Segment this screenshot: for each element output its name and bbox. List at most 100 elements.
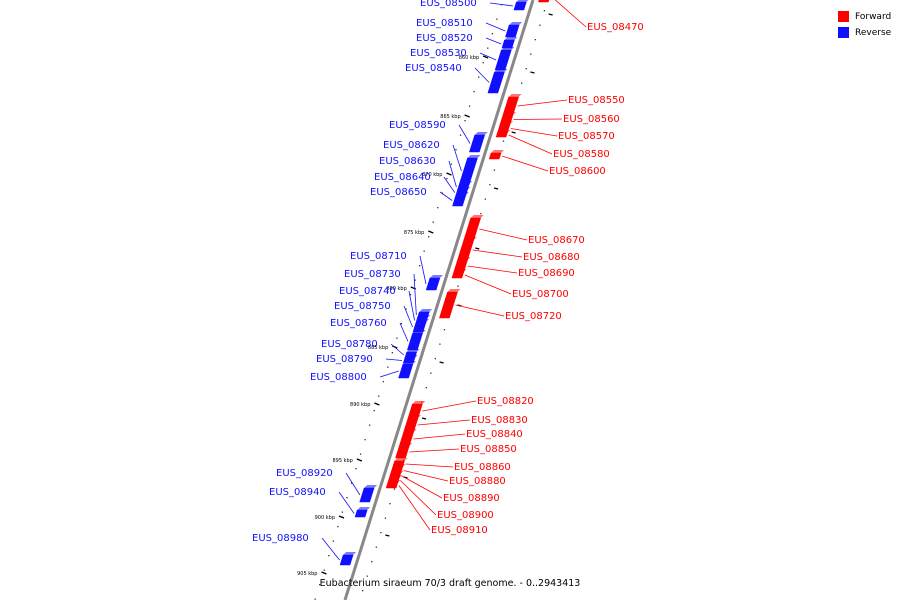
scale-tick [356,458,363,462]
legend-item-forward: Forward [838,9,891,24]
minor-tick [543,10,546,12]
gene-label[interactable]: EUS_08800 [310,372,367,383]
gene-label[interactable]: EUS_08540 [405,63,462,74]
gene-feature-forward[interactable] [495,132,508,138]
gene-label[interactable]: EUS_08500 [420,0,477,9]
gene-leader-line [479,228,528,241]
legend-item-reverse: Reverse [838,25,891,40]
gene-feature-reverse[interactable] [501,39,515,49]
gene-label[interactable]: EUS_08550 [568,95,625,106]
gene-feature-reverse[interactable] [513,1,527,11]
gene-feature-bevel [429,275,443,278]
gene-label[interactable]: EUS_08470 [587,22,644,33]
gene-feature-reverse[interactable] [359,487,375,503]
gene-label[interactable]: EUS_08840 [466,429,523,440]
gene-feature-reverse[interactable] [505,24,520,38]
gene-leader-line [398,485,431,531]
gene-label[interactable]: EUS_08760 [330,318,387,329]
gene-feature-reverse[interactable] [354,509,368,518]
gene-label[interactable]: EUS_08530 [410,48,467,59]
gene-label[interactable]: EUS_08600 [549,166,606,177]
gene-label[interactable]: EUS_08520 [416,33,473,44]
gene-leader-line [467,265,518,274]
gene-features [339,0,551,566]
gene-label[interactable]: EUS_08590 [389,120,446,131]
gene-label[interactable]: EUS_08910 [431,525,488,536]
minor-tick [450,163,453,165]
gene-label[interactable]: EUS_08700 [512,289,569,300]
gene-feature-reverse[interactable] [469,134,486,153]
gene-feature-forward[interactable] [385,482,399,489]
gene-leader-line [517,99,568,107]
gene-feature-reverse[interactable] [494,49,512,71]
gene-feature-reverse[interactable] [459,157,478,185]
gene-label[interactable]: EUS_08880 [449,476,506,487]
minor-tick [371,561,373,563]
gene-label[interactable]: EUS_08780 [321,339,378,350]
minor-tick [459,134,462,136]
gene-label[interactable]: EUS_08940 [269,487,326,498]
gene-label[interactable]: EUS_08710 [350,251,407,262]
gene-leader-line [390,343,405,356]
gene-label[interactable]: EUS_08570 [558,131,615,142]
gene-label[interactable]: EUS_08730 [344,269,401,280]
gene-label[interactable]: EUS_08630 [379,156,436,167]
gene-label[interactable]: EUS_08670 [528,235,585,246]
scale-tick [475,247,480,250]
gene-feature-bevel [497,130,511,133]
minor-tick [380,532,382,534]
gene-label[interactable]: EUS_08790 [316,354,373,365]
gene-label[interactable]: EUS_08560 [563,114,620,125]
gene-leader-line [379,370,399,378]
gene-label[interactable]: EUS_08740 [339,286,396,297]
gene-feature-bevel [491,150,505,153]
gene-label[interactable]: EUS_08580 [553,149,610,160]
gene-leader-line [464,274,512,295]
gene-label[interactable]: EUS_08920 [276,468,333,479]
gene-label[interactable]: EUS_08830 [471,415,528,426]
gene-feature-forward[interactable] [395,445,410,459]
gene-feature-forward[interactable] [488,152,502,160]
gene-feature-forward[interactable] [538,0,551,3]
gene-feature-reverse[interactable] [407,332,424,351]
gene-label[interactable]: EUS_08820 [477,396,534,407]
gene-feature-bevel [364,485,378,488]
gene-leader-line [554,0,587,28]
minor-tick [430,372,432,374]
gene-label[interactable]: EUS_08850 [460,444,517,455]
gene-label[interactable]: EUS_08690 [518,268,575,279]
gene-feature-bevel [509,22,523,25]
gene-feature-forward[interactable] [439,291,458,319]
gene-label[interactable]: EUS_08720 [505,311,562,322]
gene-label[interactable]: EUS_08980 [252,533,309,544]
gene-feature-forward[interactable] [451,271,465,279]
minor-tick [473,91,475,93]
minor-tick [496,18,498,20]
gene-label[interactable]: EUS_08510 [416,18,473,29]
gene-label[interactable]: EUS_08860 [454,462,511,473]
gene-label[interactable]: EUS_08640 [374,172,431,183]
gene-feature-reverse[interactable] [339,554,354,566]
gene-feature-bevel [399,443,413,446]
gene-feature-reverse[interactable] [398,363,414,379]
gene-leader-line [485,37,502,45]
gene-label[interactable]: EUS_08890 [443,493,500,504]
gene-feature-reverse[interactable] [452,194,467,207]
gene-label[interactable]: EUS_08680 [523,252,580,263]
gene-label[interactable]: EUS_08650 [370,187,427,198]
gene-feature-reverse[interactable] [425,277,441,291]
minor-tick [332,540,334,542]
gene-feature-bevel [494,69,508,72]
gene-leader-line [455,304,505,317]
gene-feature-forward[interactable] [463,217,482,241]
gene-feature-reverse[interactable] [487,71,505,94]
reverse-swatch-icon [838,27,849,38]
gene-label[interactable]: EUS_08900 [437,510,494,521]
gene-label[interactable]: EUS_08620 [383,140,440,151]
gene-labels: EUS_08470 EUS_08500 EUS_08510 EUS_08520 EUS_… [252,0,644,561]
gene-feature-bevel [417,315,431,318]
gene-feature-bevel [455,192,469,195]
gene-leader-line [417,419,471,426]
gene-feature-bevel [387,480,401,483]
gene-label[interactable]: EUS_08750 [334,301,391,312]
